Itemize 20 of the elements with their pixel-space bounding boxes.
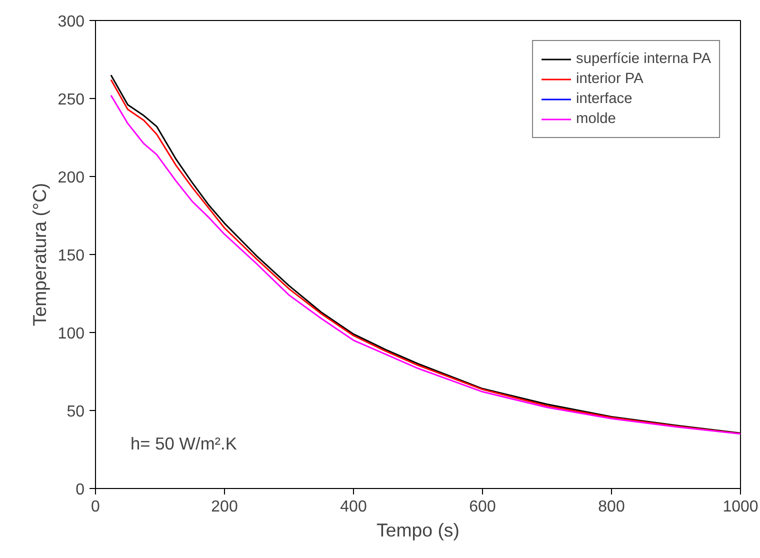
- y-tick-label: 0: [76, 482, 85, 498]
- legend-label: interior PA: [576, 71, 644, 87]
- legend-label: interface: [576, 91, 632, 107]
- y-tick-label: 250: [58, 92, 85, 108]
- x-tick-label: 400: [340, 498, 367, 516]
- x-tick-label: 800: [598, 498, 625, 516]
- x-axis-title: Tempo (s): [376, 520, 460, 540]
- x-tick-label: 0: [91, 498, 100, 516]
- y-tick-label: 100: [58, 326, 85, 342]
- annotation: h= 50 W/m².K: [130, 434, 238, 454]
- x-tick-label: 200: [211, 498, 238, 516]
- x-tick-label: 600: [469, 498, 496, 516]
- y-tick-label: 50: [66, 404, 85, 420]
- y-tick-label: 200: [58, 170, 85, 186]
- legend-label: molde: [576, 111, 616, 127]
- legend-label: superfície interna PA: [576, 51, 711, 67]
- y-tick-label: 150: [58, 248, 85, 264]
- x-tick-label: 1000: [722, 498, 758, 516]
- y-axis-title: Temperatura (°C): [28, 182, 50, 326]
- y-tick-label: 300: [58, 14, 85, 30]
